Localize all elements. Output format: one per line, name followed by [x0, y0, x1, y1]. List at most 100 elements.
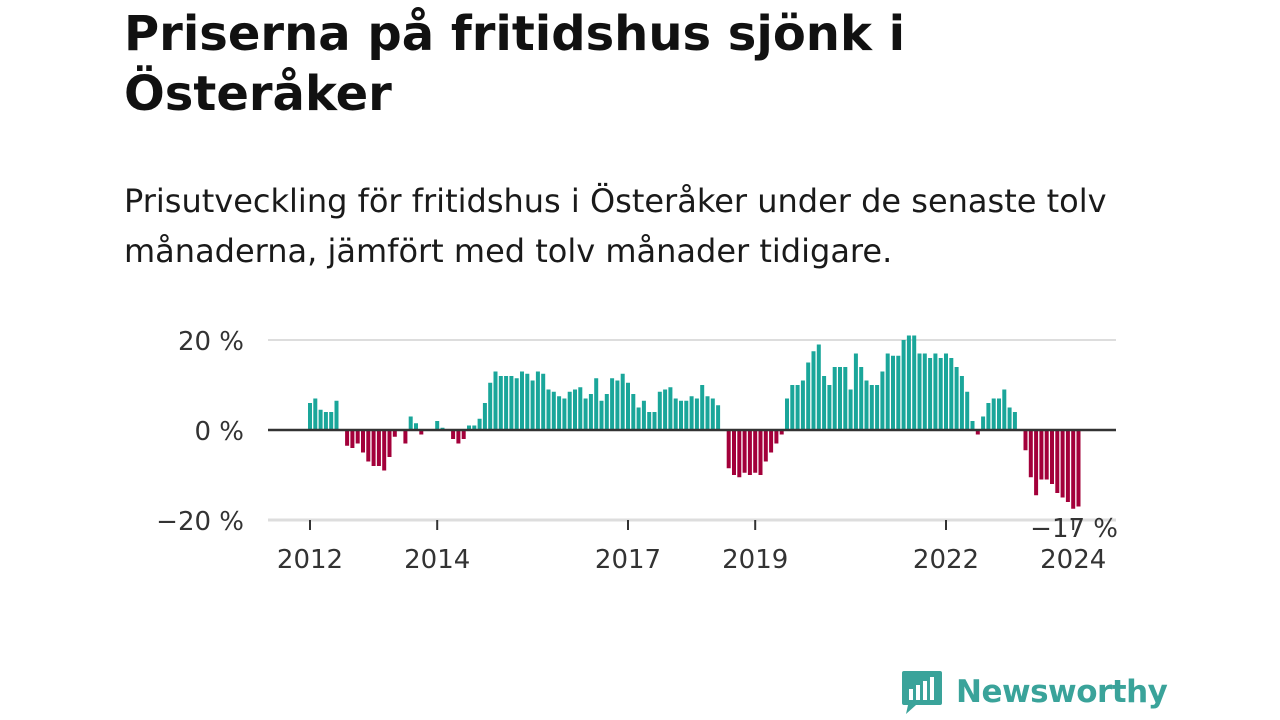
bar: [408, 416, 413, 430]
bar: [419, 430, 424, 435]
bar: [689, 396, 694, 430]
bar: [472, 425, 477, 430]
bar: [1007, 407, 1012, 430]
bar: [800, 380, 805, 430]
bar: [959, 376, 964, 430]
bar: [604, 394, 609, 430]
bar: [970, 421, 975, 430]
bar: [318, 409, 323, 430]
x-tick-label: 2024: [1040, 545, 1106, 575]
bar: [753, 430, 758, 473]
bar: [806, 362, 811, 430]
bar: [732, 430, 736, 475]
bar: [891, 355, 895, 430]
bar: [922, 353, 927, 430]
bar: [514, 378, 519, 430]
bar: [880, 371, 885, 430]
bar: [382, 430, 387, 471]
bar: [944, 353, 948, 430]
bar: [567, 391, 572, 430]
bar: [684, 400, 689, 430]
bar: [694, 398, 699, 430]
bar: [594, 378, 599, 430]
newsworthy-logo: Newsworthy: [900, 669, 1168, 715]
bar: [816, 344, 821, 430]
bar: [345, 430, 350, 446]
bar: [641, 400, 646, 430]
bar: [1076, 430, 1081, 507]
bar: [981, 416, 986, 430]
bar: [482, 403, 487, 430]
bar: [376, 430, 381, 466]
bar: [758, 430, 763, 475]
bar: [906, 335, 911, 430]
bar: [785, 398, 789, 430]
bar: [1039, 430, 1044, 480]
bar: [588, 394, 593, 430]
newsworthy-logo-icon: [902, 671, 942, 714]
bar: [864, 380, 869, 430]
y-tick-label: 0 %: [194, 417, 244, 447]
x-tick-label: 2014: [404, 545, 470, 575]
bar: [790, 385, 795, 430]
bar: [620, 373, 625, 430]
bar: [504, 376, 509, 430]
bar: [848, 389, 853, 430]
bar: [334, 400, 339, 430]
bar: [832, 367, 837, 430]
bar: [551, 391, 556, 430]
bar: [615, 380, 620, 430]
x-tick-label: 2022: [913, 545, 979, 575]
bar: [520, 371, 524, 430]
bar: [1071, 430, 1076, 509]
last-value-label: −17 %: [1030, 514, 1118, 544]
bar: [451, 430, 456, 439]
bar: [1055, 430, 1060, 493]
bar: [705, 396, 710, 430]
bar: [557, 396, 562, 430]
bar: [392, 430, 397, 437]
bar: [1002, 389, 1007, 430]
bar: [811, 351, 816, 430]
bar: [525, 373, 530, 430]
bar: [673, 398, 678, 430]
bar: [986, 403, 991, 430]
bar: [636, 407, 641, 430]
bar: [1065, 430, 1070, 502]
bar: [467, 425, 471, 430]
chart-subtitle: Prisutveckling för fritidshus i Österåke…: [124, 182, 1107, 270]
bar: [387, 430, 392, 457]
bar: [355, 430, 360, 444]
chart-title: Priserna på fritidshus sjönk i Österåker: [124, 6, 906, 122]
y-tick-label: 20 %: [178, 327, 244, 357]
bar: [896, 355, 901, 430]
bar: [435, 421, 440, 430]
y-tick-label: −20 %: [156, 507, 244, 537]
bar: [1044, 430, 1049, 480]
bar: [700, 385, 705, 430]
bar: [546, 389, 551, 430]
bar: [626, 382, 630, 430]
bar: [1012, 412, 1017, 430]
bar: [562, 398, 567, 430]
bar: [726, 430, 731, 469]
bar: [774, 430, 779, 444]
bar: [859, 367, 864, 430]
axis-labels: 20 % 0 % −20 % 2012 2014 2017 2019 2022 2024−17 …: [156, 327, 1118, 575]
bar: [493, 371, 498, 430]
bar: [599, 400, 604, 430]
bar: [647, 412, 652, 430]
bar: [1050, 430, 1054, 484]
bar: [530, 380, 535, 430]
bar: [366, 430, 371, 462]
bar: [663, 389, 668, 430]
bar: [853, 353, 858, 430]
bar: [747, 430, 752, 475]
bar: [875, 385, 880, 430]
bar: [403, 430, 408, 444]
newsworthy-logo-text: Newsworthy: [956, 674, 1168, 710]
bar: [461, 430, 466, 439]
bar: [954, 367, 959, 430]
bar: [763, 430, 768, 462]
bar: [371, 430, 376, 466]
